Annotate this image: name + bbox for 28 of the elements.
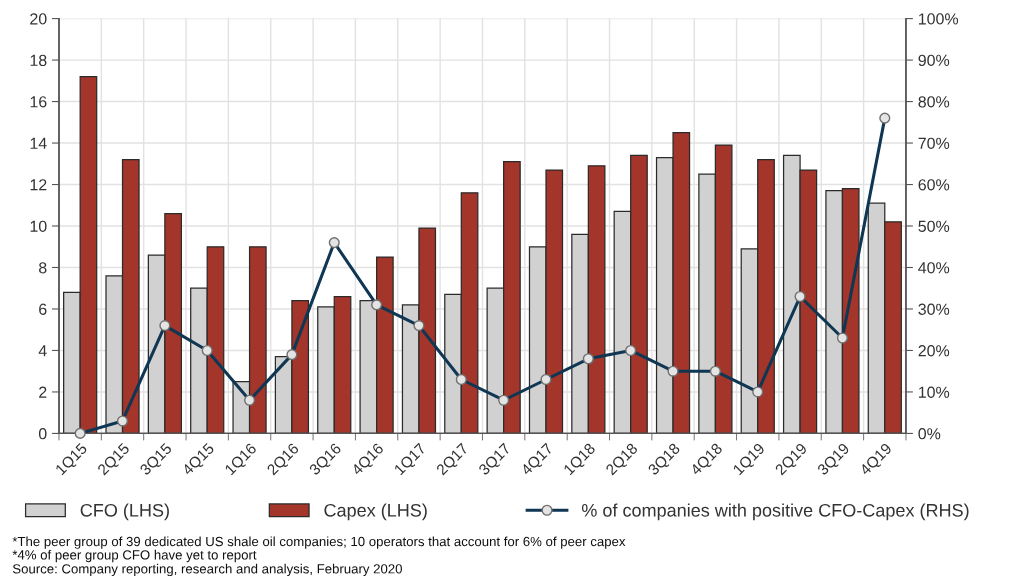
y2-tick-label: 10% xyxy=(918,386,950,398)
y2-tick-label: 60% xyxy=(918,179,950,191)
y-tick-label: 14 xyxy=(30,137,47,149)
text: *4% of peer group CFO have yet to report xyxy=(12,549,257,563)
y-tick-label: 2 xyxy=(39,386,47,398)
legend-label: Capex (LHS) xyxy=(324,503,427,521)
legend-label: % of companies with positive CFO-Capex (RHS) xyxy=(581,503,969,521)
y2-tick-label: 70% xyxy=(918,137,950,149)
y2-tick-label: 90% xyxy=(918,54,950,67)
y-tick-label: 0 xyxy=(38,428,47,440)
source-note: Source: Company reporting, research and analysis, February 2020 xyxy=(12,563,402,577)
y2-tick-label: 80% xyxy=(918,96,950,108)
y-tick-label: 18 xyxy=(30,54,47,67)
y2-tick-label: 0% xyxy=(918,428,941,440)
y2-tick-label: 40% xyxy=(918,262,950,274)
y-tick-label: 16 xyxy=(30,96,47,108)
y2-tick-label: 20% xyxy=(918,345,950,357)
legend-label: CFO (LHS) xyxy=(80,503,169,521)
y2-tick-label: 50% xyxy=(918,220,950,232)
y-tick-label: 12 xyxy=(30,179,47,191)
y-tick-label: 10 xyxy=(30,220,47,232)
y-tick-label: 4 xyxy=(38,345,47,357)
text: *The peer group of 39 dedicated US shale oil companies; 10 operators that account for 6% of peer capex xyxy=(12,536,626,549)
y-tick-label: 20 xyxy=(30,13,47,25)
y2-tick-label: 30% xyxy=(918,303,950,315)
y-tick-label: 6 xyxy=(39,303,47,315)
y2-tick-label: 100% xyxy=(918,13,959,25)
y-tick-label: 8 xyxy=(39,262,47,274)
